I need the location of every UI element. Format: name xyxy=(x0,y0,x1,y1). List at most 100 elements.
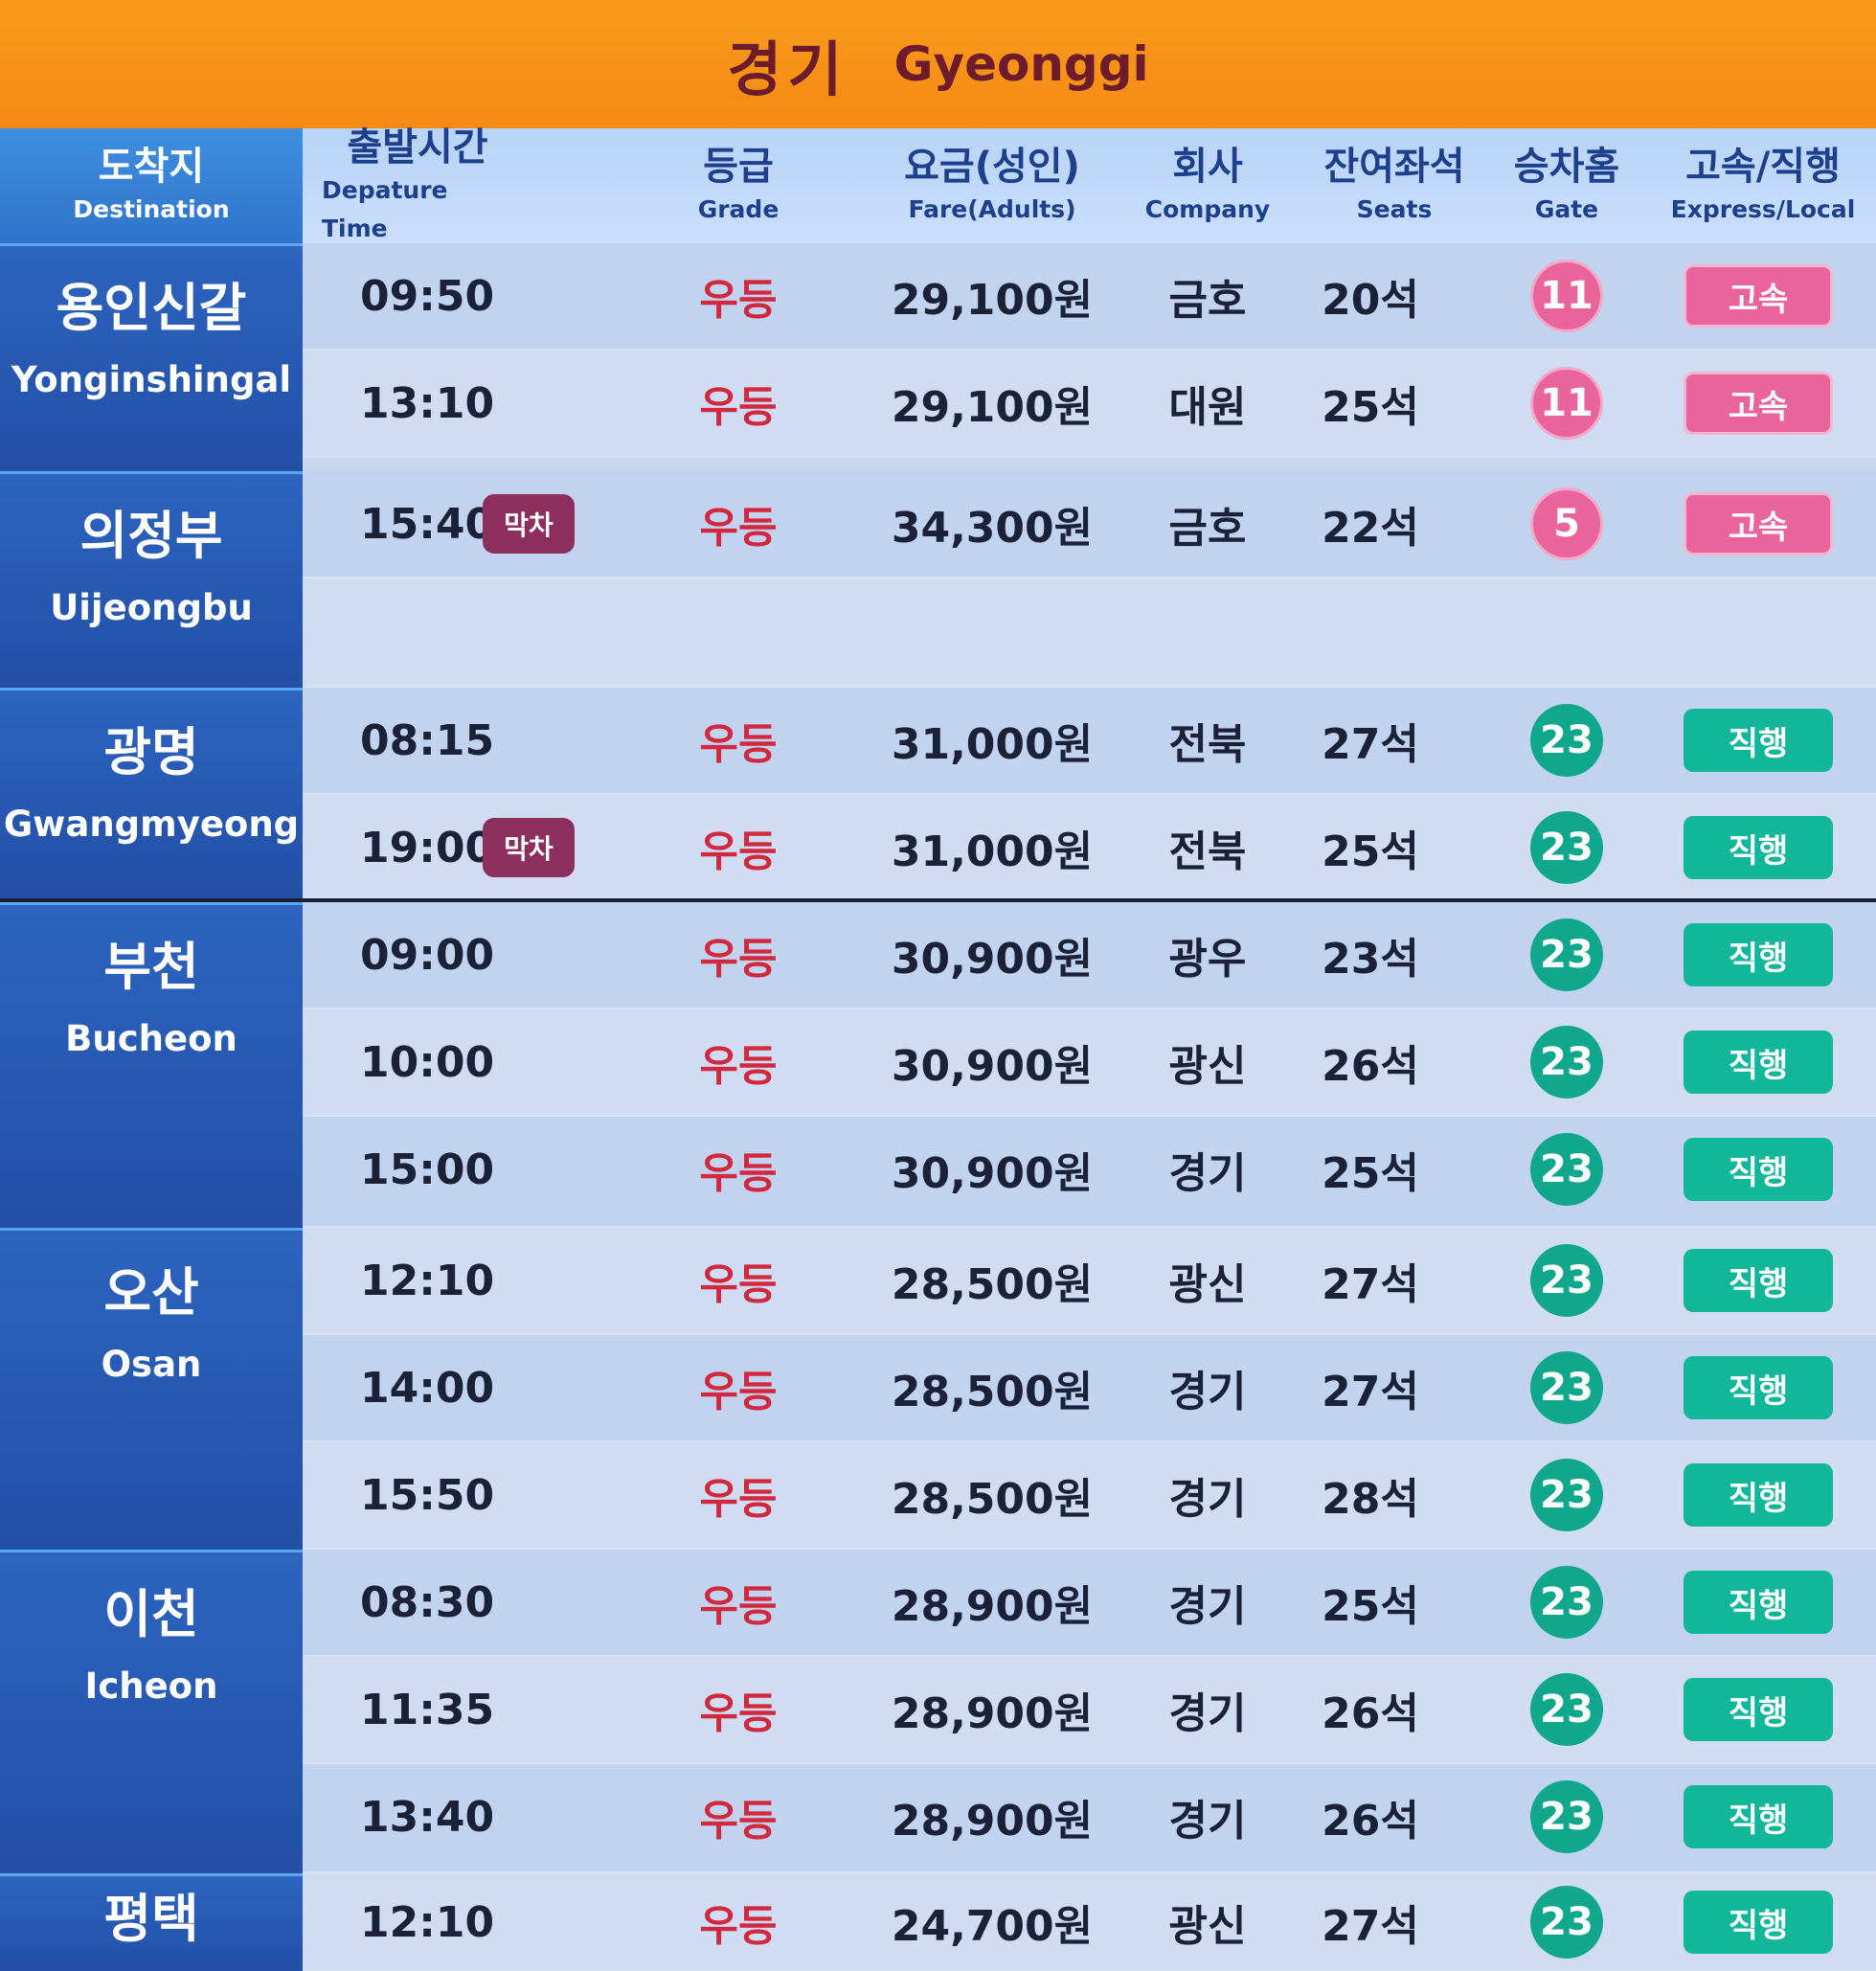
destination-ko: 이천 xyxy=(103,1584,199,1644)
header-company-ko: 회사 xyxy=(1172,145,1243,189)
gate-badge: 23 xyxy=(1530,704,1603,777)
departure-time: 13:10 xyxy=(360,378,495,428)
departure-time: 08:30 xyxy=(360,1577,495,1627)
departure-time: 12:10 xyxy=(360,1897,495,1947)
gate-badge: 5 xyxy=(1530,487,1603,560)
gate-cell: 23 xyxy=(1500,1335,1634,1440)
type-cell: 직행 xyxy=(1662,1335,1854,1440)
fare: 29,100원 xyxy=(891,276,1094,325)
gate-cell: 23 xyxy=(1500,902,1634,1008)
type-cell: 직행 xyxy=(1662,688,1854,793)
local-badge: 직행 xyxy=(1684,1138,1833,1201)
screen-divider xyxy=(0,898,1876,902)
company: 경기 xyxy=(1168,1582,1247,1631)
destination-ko: 의정부 xyxy=(79,506,223,566)
type-cell: 직행 xyxy=(1662,1228,1854,1333)
departure-time: 11:35 xyxy=(360,1685,495,1734)
departure-time: 10:00 xyxy=(360,1037,495,1087)
fare: 29,100원 xyxy=(891,383,1094,432)
header-gate-ko: 승차홈 xyxy=(1513,145,1620,189)
fare: 28,500원 xyxy=(891,1368,1094,1416)
gate-badge: 23 xyxy=(1530,1780,1603,1853)
destination-ko: 광명 xyxy=(103,722,199,782)
company: 금호 xyxy=(1168,276,1247,325)
grade: 우등 xyxy=(699,720,778,769)
title-english: Gyeonggi xyxy=(893,36,1149,92)
type-cell: 직행 xyxy=(1662,1657,1854,1762)
express-badge: 고속 xyxy=(1684,372,1833,435)
gate-cell: 23 xyxy=(1500,1009,1634,1115)
table-row: 15:00 우등 30,900원 경기 25석 23 직행 xyxy=(303,1117,1876,1228)
departure-time: 09:00 xyxy=(360,930,495,980)
company: 대원 xyxy=(1168,383,1247,432)
table-row: 15:40 막차 우등 34,300원 금호 22석 5 고속 xyxy=(303,471,1876,578)
table-row: 08:30 우등 28,900원 경기 25석 23 직행 xyxy=(303,1550,1876,1657)
departure-time: 19:00 xyxy=(360,823,495,872)
gate-badge: 11 xyxy=(1530,367,1603,440)
gate-cell: 23 xyxy=(1500,688,1634,793)
fare: 31,000원 xyxy=(891,720,1094,769)
grade: 우등 xyxy=(699,1689,778,1738)
destination-en: Bucheon xyxy=(65,1018,237,1059)
fare: 31,000원 xyxy=(891,827,1094,876)
company: 경기 xyxy=(1168,1475,1247,1524)
destination-osan: 오산 Osan xyxy=(0,1228,303,1550)
company: 금호 xyxy=(1168,504,1247,553)
type-cell: 직행 xyxy=(1662,1873,1854,1971)
departure-time: 12:10 xyxy=(360,1256,495,1305)
header-fare-ko: 요금(성인) xyxy=(904,145,1080,189)
company: 전북 xyxy=(1168,827,1247,876)
gate-badge: 23 xyxy=(1530,1886,1603,1959)
departure-time: 13:40 xyxy=(360,1792,495,1842)
local-badge: 직행 xyxy=(1684,923,1833,986)
seats: 25석 xyxy=(1322,1149,1419,1198)
destination-en: Uijeongbu xyxy=(50,587,253,628)
company: 경기 xyxy=(1168,1689,1247,1738)
company: 경기 xyxy=(1168,1797,1247,1846)
header-express-ko: 고속/직행 xyxy=(1685,145,1841,189)
type-cell: 직행 xyxy=(1662,902,1854,1008)
departure-time: 15:40 xyxy=(360,499,495,549)
local-badge: 직행 xyxy=(1684,1891,1833,1954)
grade: 우등 xyxy=(699,827,778,876)
gate-cell: 23 xyxy=(1500,1873,1634,1971)
company: 경기 xyxy=(1168,1368,1247,1416)
seats: 27석 xyxy=(1322,1260,1419,1309)
type-cell: 직행 xyxy=(1662,795,1854,900)
destination-pyeongtaek: 평택 xyxy=(0,1873,303,1971)
destination-en: Osan xyxy=(101,1344,202,1385)
gate-badge: 11 xyxy=(1530,260,1603,332)
local-badge: 직행 xyxy=(1684,1571,1833,1634)
local-badge: 직행 xyxy=(1684,1463,1833,1527)
seats: 28석 xyxy=(1322,1475,1419,1524)
grade: 우등 xyxy=(699,935,778,984)
gate-cell: 23 xyxy=(1500,1657,1634,1762)
header-gate: 승차홈 Gate xyxy=(1490,128,1643,243)
fare: 28,900원 xyxy=(891,1689,1094,1738)
seats: 20석 xyxy=(1322,276,1419,325)
seats: 25석 xyxy=(1322,383,1419,432)
fare: 28,900원 xyxy=(891,1582,1094,1631)
empty-row xyxy=(303,578,1876,688)
gate-cell: 23 xyxy=(1500,795,1634,900)
departure-time: 08:15 xyxy=(360,715,495,765)
gate-badge: 23 xyxy=(1530,1244,1603,1317)
title-banner: 경기 Gyeonggi xyxy=(0,0,1876,128)
type-cell: 직행 xyxy=(1662,1764,1854,1869)
table-row: 12:10 우등 24,700원 광신 27석 23 직행 xyxy=(303,1873,1876,1971)
fare: 30,900원 xyxy=(891,935,1094,984)
header-gate-en: Gate xyxy=(1534,195,1599,223)
table-row: 15:50 우등 28,500원 경기 28석 23 직행 xyxy=(303,1442,1876,1550)
grade: 우등 xyxy=(699,1582,778,1631)
departure-time: 15:00 xyxy=(360,1144,495,1194)
header-grade-en: Grade xyxy=(697,195,780,223)
table-row: 13:40 우등 28,900원 경기 26석 23 직행 xyxy=(303,1764,1876,1873)
gate-cell: 11 xyxy=(1500,243,1634,349)
gate-cell: 5 xyxy=(1500,471,1634,577)
header-company-en: Company xyxy=(1144,195,1271,223)
seats: 27석 xyxy=(1322,1902,1419,1951)
header-fare: 요금(성인) Fare(Adults) xyxy=(858,128,1126,243)
destination-en: Gwangmyeong xyxy=(3,804,300,845)
header-company: 회사 Company xyxy=(1136,128,1279,243)
gate-cell: 11 xyxy=(1500,351,1634,456)
